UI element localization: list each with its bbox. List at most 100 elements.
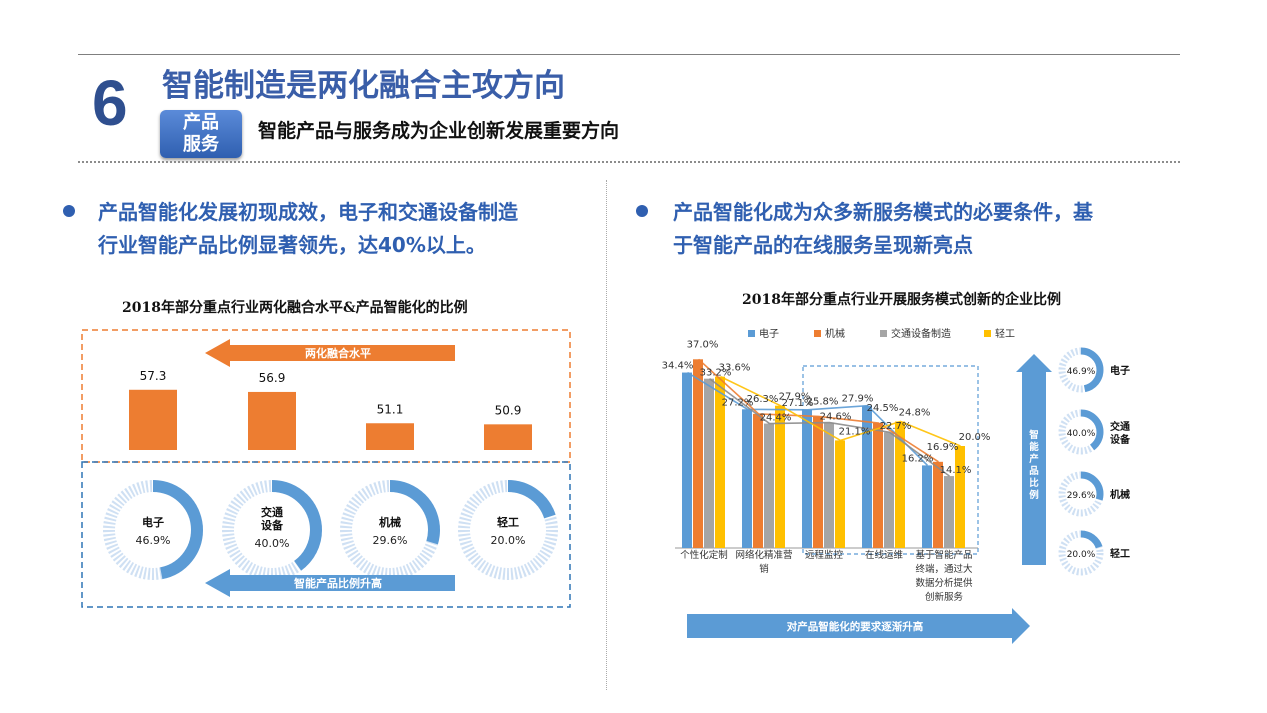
right-data-label: 25.8% bbox=[807, 396, 839, 407]
right-category-label: 远程监控 bbox=[805, 549, 844, 561]
right-legend-swatch bbox=[814, 330, 821, 337]
left-ring-category: 设备 bbox=[261, 518, 284, 532]
right-bar bbox=[895, 421, 905, 548]
right-bar bbox=[873, 423, 883, 548]
right-bar bbox=[715, 376, 725, 548]
right-side-arrow-label: 品 bbox=[1029, 466, 1039, 477]
right-side-arrow-label: 智 bbox=[1029, 429, 1039, 441]
right-side-arrow-label: 能 bbox=[1029, 441, 1039, 453]
right-trend-line bbox=[697, 358, 939, 463]
left-top-arrow bbox=[205, 339, 455, 367]
left-ring-category: 电子 bbox=[142, 515, 164, 529]
right-side-ring-label: 轻工 bbox=[1110, 547, 1130, 560]
right-bar bbox=[764, 423, 774, 548]
right-data-label: 22.7% bbox=[880, 421, 912, 432]
right-bar bbox=[704, 378, 714, 548]
right-legend-label: 轻工 bbox=[995, 327, 1015, 340]
right-category-label: 数据分析提供 bbox=[915, 577, 973, 589]
left-top-arrow-label: 两化融合水平 bbox=[305, 346, 371, 360]
right-side-ring-percent: 40.0% bbox=[1067, 429, 1096, 439]
page-subtitle: 智能产品与服务成为企业创新发展重要方向 bbox=[258, 120, 620, 142]
right-bar bbox=[742, 409, 752, 548]
left-ring-category: 轻工 bbox=[497, 515, 519, 529]
right-bullet-text: 产品智能化成为众多新服务模式的必要条件，基 于智能产品的在线服务呈现新亮点 bbox=[673, 200, 1093, 257]
right-data-label: 33.6% bbox=[719, 363, 751, 374]
right-legend-label: 机械 bbox=[825, 327, 845, 340]
left-ring-percent: 29.6% bbox=[373, 534, 408, 547]
left-bottom-dashed-box bbox=[81, 461, 571, 608]
right-legend-label: 电子 bbox=[759, 327, 779, 340]
right-legend-swatch bbox=[748, 330, 755, 337]
right-bar bbox=[775, 405, 785, 548]
right-side-ring-percent: 46.9% bbox=[1067, 367, 1096, 377]
right-category-label: 网络化精准营 bbox=[735, 549, 792, 561]
right-category-label: 在线运维 bbox=[865, 549, 904, 561]
right-bar bbox=[955, 446, 965, 548]
right-side-ring-fill bbox=[1058, 471, 1104, 517]
category-badge: 产品 服务 bbox=[160, 110, 242, 158]
right-data-label: 27.9% bbox=[842, 394, 874, 405]
badge-label-line: 服务 bbox=[183, 134, 219, 155]
right-category-label: 个性化定制 bbox=[680, 549, 728, 561]
right-legend-swatch bbox=[880, 330, 887, 337]
dotted-separator bbox=[78, 161, 1180, 163]
right-bar bbox=[813, 416, 823, 548]
left-bottom-arrow-label: 智能产品比例升高 bbox=[294, 576, 382, 590]
right-data-label: 33.2% bbox=[700, 368, 732, 379]
right-side-ring-percent: 20.0% bbox=[1067, 550, 1096, 560]
left-bullet-text: 产品智能化发展初现成效，电子和交通设备制造 行业智能产品比例显著领先，达40%以… bbox=[98, 200, 518, 257]
right-bar bbox=[933, 461, 943, 548]
column-divider bbox=[606, 180, 607, 690]
right-data-label: 16.2% bbox=[902, 453, 934, 464]
badge-label-line: 产品 bbox=[183, 112, 219, 133]
left-bar-value: 50.9 bbox=[495, 403, 522, 417]
top-rule bbox=[78, 54, 1180, 55]
right-side-arrow bbox=[1016, 354, 1052, 565]
right-data-label: 21.1% bbox=[839, 426, 871, 437]
right-bar bbox=[944, 476, 954, 548]
left-bar-value: 51.1 bbox=[377, 402, 404, 416]
right-side-ring-fill bbox=[1058, 409, 1104, 455]
right-bar bbox=[802, 409, 812, 548]
right-data-label: 37.0% bbox=[687, 339, 719, 350]
right-data-label: 20.0% bbox=[959, 432, 991, 443]
right-data-label: 27.2% bbox=[722, 397, 754, 408]
right-data-label: 24.6% bbox=[820, 412, 852, 423]
right-bar bbox=[862, 405, 872, 548]
right-category-label: 基于智能产品 bbox=[915, 549, 972, 561]
left-ring-percent: 20.0% bbox=[491, 534, 526, 547]
right-trend-line bbox=[720, 375, 961, 447]
right-data-label: 24.8% bbox=[899, 408, 931, 419]
right-side-ring-fill bbox=[1058, 347, 1104, 393]
right-data-label: 26.3% bbox=[747, 394, 779, 405]
right-bar bbox=[835, 440, 845, 548]
left-ratio-ring-fill bbox=[458, 480, 558, 580]
right-bottom-arrow-label: 对产品智能化的要求逐渐升高 bbox=[787, 620, 924, 633]
right-data-label: 16.9% bbox=[927, 442, 959, 453]
left-ring-percent: 46.9% bbox=[136, 534, 171, 547]
left-ratio-ring-fill bbox=[222, 480, 322, 580]
left-ratio-ring-fill bbox=[340, 480, 440, 580]
right-data-label: 24.4% bbox=[760, 413, 792, 424]
right-side-ring-label: 机械 bbox=[1110, 488, 1130, 501]
right-bar bbox=[753, 413, 763, 548]
left-bottom-arrow bbox=[205, 569, 455, 597]
right-legend-label: 交通设备制造 bbox=[891, 327, 951, 340]
right-side-ring-label: 电子 bbox=[1110, 364, 1130, 377]
right-side-ring-label: 设备 bbox=[1110, 433, 1131, 446]
right-bar bbox=[824, 422, 834, 548]
right-side-arrow-label: 比 bbox=[1029, 477, 1039, 489]
left-bar-value: 56.9 bbox=[259, 371, 286, 385]
left-ring-category: 机械 bbox=[379, 515, 401, 529]
left-bar bbox=[484, 424, 532, 450]
right-side-arrow-label: 产 bbox=[1029, 453, 1039, 465]
left-bar bbox=[129, 389, 177, 450]
right-category-label: 销 bbox=[759, 563, 769, 575]
page-title: 智能制造是两化融合主攻方向 bbox=[162, 68, 565, 104]
right-trend-line bbox=[709, 378, 950, 477]
left-bar bbox=[248, 391, 296, 450]
left-ratio-ring-track bbox=[458, 480, 558, 580]
right-side-ring-percent: 29.6% bbox=[1067, 491, 1096, 501]
bullet-dot-right bbox=[636, 205, 648, 217]
